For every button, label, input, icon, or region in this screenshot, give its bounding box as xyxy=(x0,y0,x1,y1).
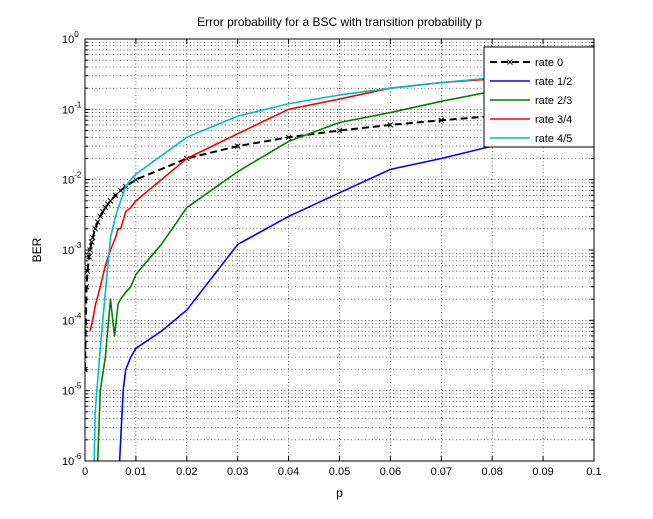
series-marker xyxy=(94,219,101,225)
series-marker xyxy=(102,204,109,211)
y-tick-label: 10-4 xyxy=(62,311,82,327)
series-line-1 xyxy=(118,129,594,461)
series-line-4 xyxy=(93,73,594,461)
legend-box xyxy=(483,46,595,148)
legend-label: rate 3/4 xyxy=(535,114,572,126)
x-tick-label: 0.1 xyxy=(586,466,601,478)
y-tick-label: 10-5 xyxy=(62,382,82,398)
x-axis-label: p xyxy=(336,486,343,500)
y-tick-label: 10-2 xyxy=(62,171,82,187)
x-tick-label: 0.07 xyxy=(431,466,452,478)
x-tick-label: 0.08 xyxy=(481,466,502,478)
legend-label: rate 1/2 xyxy=(535,76,572,88)
y-axis-label: BER xyxy=(30,237,44,262)
x-tick-label: 0 xyxy=(82,466,88,478)
x-tick-label: 0.02 xyxy=(176,466,197,478)
x-tick-label: 0.04 xyxy=(278,466,299,478)
legend: rate 0 rate 1/2 rate 2/3 rate 3/4 rate 4/5 xyxy=(483,46,595,148)
series-marker xyxy=(107,197,114,204)
series-line-2 xyxy=(96,79,594,461)
series-marker xyxy=(336,127,343,134)
y-tick-label: 10-1 xyxy=(62,100,82,116)
series-marker xyxy=(92,225,99,232)
series-marker xyxy=(117,187,124,194)
series-marker xyxy=(87,247,93,253)
series-marker xyxy=(438,117,445,124)
series-marker xyxy=(387,122,394,128)
series-marker xyxy=(133,176,139,183)
x-tick-label: 0.03 xyxy=(227,466,248,478)
x-tick-label: 0.06 xyxy=(380,466,401,478)
y-tick-label: 100 xyxy=(62,30,79,46)
series-marker xyxy=(285,134,292,141)
series-layer xyxy=(85,73,594,461)
series-marker xyxy=(88,239,95,245)
series-line-0 xyxy=(85,108,594,370)
series-marker xyxy=(97,213,104,220)
series-marker xyxy=(112,192,119,199)
legend-label: rate 2/3 xyxy=(535,95,572,107)
chart-title: Error probability for a BSC with transit… xyxy=(197,15,482,29)
legend-label: rate 0 xyxy=(535,57,563,69)
x-tick-label: 0.05 xyxy=(329,466,350,478)
x-axis: 0 0.01 0.02 0.03 0.04 0.05 0.06 0.07 0.08 0.09 0.1 xyxy=(82,39,602,478)
x-tick-label: 0.01 xyxy=(125,466,146,478)
series-marker xyxy=(86,253,92,260)
legend-label: rate 4/5 xyxy=(535,133,572,145)
x-tick-label: 0.09 xyxy=(532,466,553,478)
series-marker xyxy=(89,234,96,241)
series-marker xyxy=(85,366,88,373)
series-marker xyxy=(234,143,241,149)
y-tick-label: 10-3 xyxy=(62,241,82,257)
series-marker xyxy=(99,208,106,215)
legend-marker xyxy=(507,59,513,65)
y-tick-label: 10-6 xyxy=(62,452,82,468)
y-axis: 10-6 10-5 10-4 10-3 10-2 10-1 100 xyxy=(62,30,594,468)
